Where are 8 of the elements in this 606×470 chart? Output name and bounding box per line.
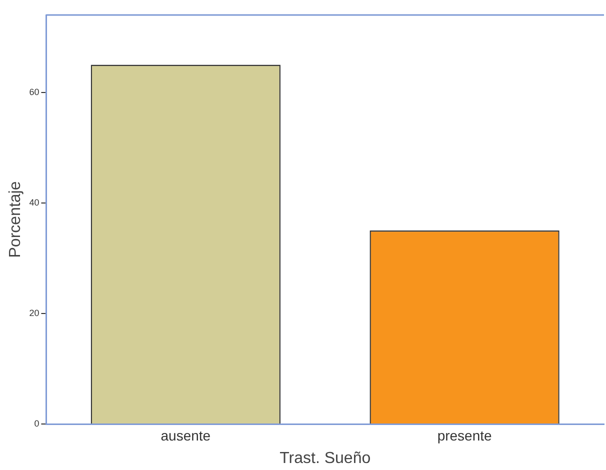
- y-tick-label: 20: [29, 308, 40, 318]
- x-tick-label: presente: [437, 427, 492, 444]
- x-axis-title: Trast. Sueño: [280, 450, 371, 467]
- x-tick-label: ausente: [160, 427, 211, 444]
- y-tick-label: 60: [29, 86, 40, 97]
- y-tick-label: 40: [29, 197, 40, 208]
- y-axis-title: Porcentaje: [7, 181, 24, 258]
- y-tick-label: 0: [34, 418, 40, 428]
